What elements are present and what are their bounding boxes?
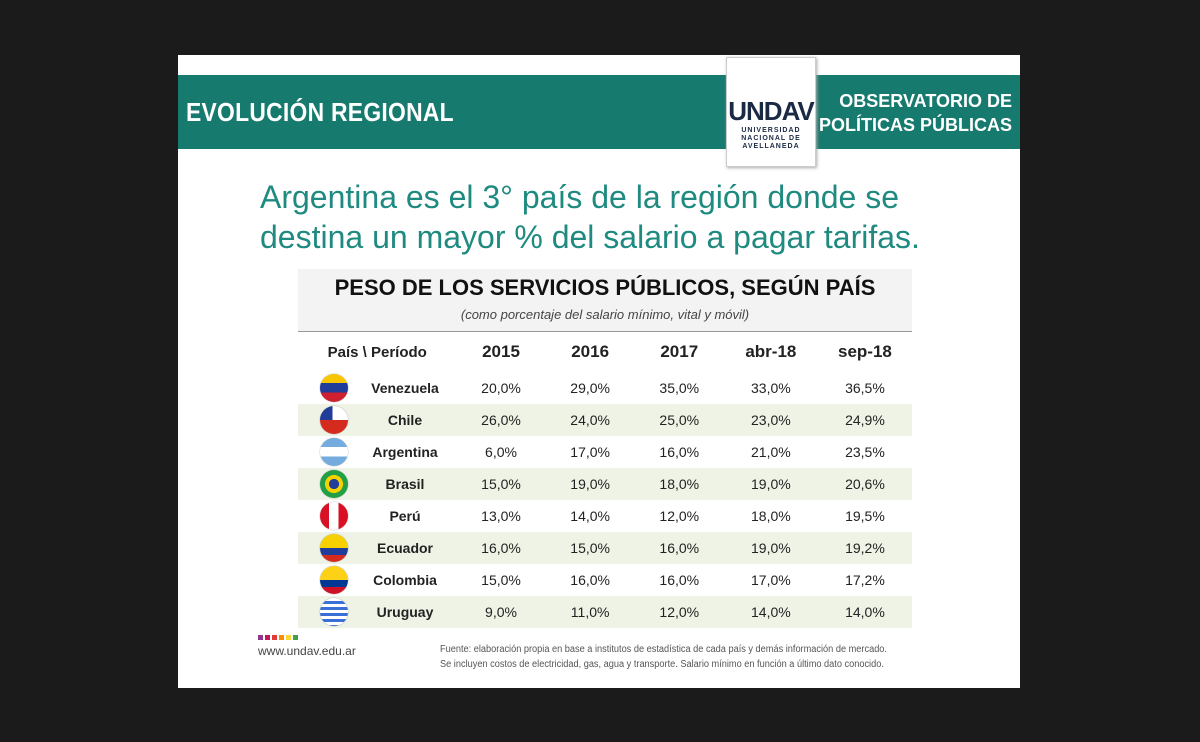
brazil-flag-icon bbox=[320, 470, 348, 498]
ecuador-flag-icon bbox=[320, 534, 348, 562]
peru-flag-icon bbox=[320, 502, 348, 530]
table-cell: 20,6% bbox=[845, 476, 885, 492]
table-cell: 13,0% bbox=[481, 508, 521, 524]
table-cell: 25,0% bbox=[659, 412, 700, 428]
table-subtitle: (como porcentaje del salario mínimo, vit… bbox=[298, 307, 912, 332]
table-cell: 21,0% bbox=[751, 444, 791, 460]
table-cell: 35,0% bbox=[659, 380, 700, 396]
table-cell: 14,0% bbox=[751, 604, 791, 620]
table-cell: 15,0% bbox=[570, 540, 610, 556]
footer-website: www.undav.edu.ar bbox=[258, 635, 356, 658]
venezuela-flag-icon bbox=[320, 374, 348, 402]
table-cell: 18,0% bbox=[751, 508, 791, 524]
table-cell: 9,0% bbox=[485, 604, 517, 620]
table-cell: 19,2% bbox=[845, 540, 885, 556]
table-cell: 19,0% bbox=[570, 476, 610, 492]
logo-dots bbox=[258, 635, 356, 640]
section-title: EVOLUCIÓN REGIONAL bbox=[186, 97, 454, 127]
table-cell: 12,0% bbox=[659, 508, 700, 524]
table-cell: 14,0% bbox=[570, 508, 610, 524]
table-row: Colombia 15,0% 16,0% 16,0% 17,0% 17,2% bbox=[298, 564, 912, 596]
table-cell: 17,2% bbox=[845, 572, 885, 588]
argentina-flag-icon bbox=[320, 438, 348, 466]
country-name: Argentina bbox=[372, 444, 438, 460]
country-name: Ecuador bbox=[376, 540, 433, 556]
country-name: Venezuela bbox=[371, 380, 439, 396]
table-cell: 12,0% bbox=[659, 604, 700, 620]
table-cell: 23,0% bbox=[751, 412, 791, 428]
table-row: Perú 13,0% 14,0% 12,0% 18,0% 19,5% bbox=[298, 500, 912, 532]
table-cell: 20,0% bbox=[481, 380, 521, 396]
headline: Argentina es el 3° país de la región don… bbox=[260, 179, 920, 255]
table-cell: 16,0% bbox=[659, 572, 700, 588]
header-band bbox=[178, 75, 1020, 149]
column-header: 2015 bbox=[482, 342, 520, 361]
table-cell: 29,0% bbox=[570, 380, 610, 396]
column-header: 2016 bbox=[571, 342, 610, 361]
table-header: País \ Período 2015 2016 2017 abr-18 sep-18 bbox=[298, 332, 912, 372]
uruguay-flag-icon bbox=[320, 598, 348, 626]
country-name: Perú bbox=[389, 508, 421, 524]
table-cell: 16,0% bbox=[659, 444, 700, 460]
table-row: Argentina 6,0% 17,0% 16,0% 21,0% 23,5% bbox=[298, 436, 912, 468]
table-row: Chile 26,0% 24,0% 25,0% 23,0% 24,9% bbox=[298, 404, 912, 436]
undav-logo: UNDAV UNIVERSIDAD NACIONAL DE AVELLANEDA bbox=[726, 57, 816, 167]
table-cell: 16,0% bbox=[659, 540, 700, 556]
country-name: Chile bbox=[387, 412, 423, 428]
footer-source: Fuente: elaboración propia en base a ins… bbox=[440, 644, 887, 670]
table-cell: 18,0% bbox=[659, 476, 700, 492]
slide: EVOLUCIÓN REGIONAL UNDAV UNIVERSIDAD NAC… bbox=[178, 55, 1020, 688]
table-cell: 19,5% bbox=[845, 508, 885, 524]
column-header: abr-18 bbox=[745, 342, 797, 361]
table-title: PESO DE LOS SERVICIOS PÚBLICOS, SEGÚN PA… bbox=[298, 269, 912, 307]
table-cell: 14,0% bbox=[845, 604, 885, 620]
table-cell: 33,0% bbox=[751, 380, 791, 396]
country-name: Brasil bbox=[385, 476, 425, 492]
table-cell: 24,9% bbox=[845, 412, 885, 428]
table-row: Brasil 15,0% 19,0% 18,0% 19,0% 20,6% bbox=[298, 468, 912, 500]
country-name: Uruguay bbox=[376, 604, 434, 620]
table-cell: 23,5% bbox=[845, 444, 885, 460]
table-cell: 16,0% bbox=[570, 572, 610, 588]
table-cell: 6,0% bbox=[485, 444, 517, 460]
table-cell: 15,0% bbox=[481, 476, 521, 492]
table-row: Ecuador 16,0% 15,0% 16,0% 19,0% 19,2% bbox=[298, 532, 912, 564]
table-cell: 17,0% bbox=[751, 572, 791, 588]
table-cell: 26,0% bbox=[481, 412, 521, 428]
column-header: sep-18 bbox=[838, 342, 892, 361]
colombia-flag-icon bbox=[320, 566, 348, 594]
table-cell: 11,0% bbox=[570, 604, 610, 620]
table-row: Uruguay 9,0% 11,0% 12,0% 14,0% 14,0% bbox=[298, 596, 912, 628]
country-name: Colombia bbox=[373, 572, 437, 588]
table-cell: 36,5% bbox=[845, 380, 885, 396]
table-row: Venezuela 20,0% 29,0% 35,0% 33,0% 36,5% bbox=[298, 372, 912, 404]
observatory-title: OBSERVATORIO DE POLÍTICAS PÚBLICAS bbox=[818, 91, 1012, 135]
table-cell: 15,0% bbox=[481, 572, 521, 588]
data-table: PESO DE LOS SERVICIOS PÚBLICOS, SEGÚN PA… bbox=[298, 269, 912, 628]
logo-mark: UNDAV bbox=[728, 96, 815, 126]
table-cell: 24,0% bbox=[570, 412, 610, 428]
column-header: 2017 bbox=[660, 342, 699, 361]
column-header: País \ Período bbox=[327, 343, 427, 361]
table-cell: 19,0% bbox=[751, 476, 791, 492]
table-cell: 16,0% bbox=[481, 540, 521, 556]
table-cell: 19,0% bbox=[751, 540, 791, 556]
chile-flag-icon bbox=[320, 406, 348, 434]
table-cell: 17,0% bbox=[570, 444, 610, 460]
